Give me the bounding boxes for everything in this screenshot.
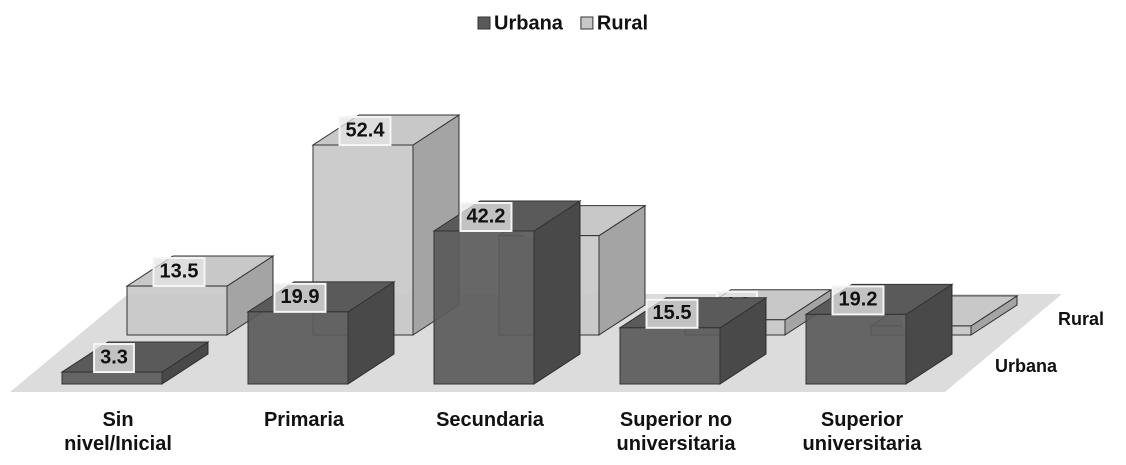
bar: [247, 311, 349, 385]
value-label: 52.4: [346, 119, 386, 141]
bar-side-shade: [348, 281, 394, 384]
bar-side-shade: [162, 342, 208, 384]
bar: [126, 285, 228, 336]
x-tick-label: Superior no universitaria: [616, 409, 736, 455]
value-label-box: [93, 343, 135, 374]
bar: [433, 230, 535, 385]
value-label-box: [831, 285, 885, 316]
value-label-box: [645, 298, 699, 329]
bar-side-shade: [227, 256, 273, 335]
bar-side-shade: [599, 205, 645, 335]
bar-side-shade: [534, 200, 580, 384]
value-label: 42.2: [467, 205, 506, 227]
row-label: Urbana: [995, 356, 1058, 376]
x-tick-label: Sin nivel/Inicial: [64, 409, 172, 455]
legend-label: Urbana: [494, 12, 564, 34]
x-tick-label: Secundaria: [436, 409, 544, 431]
row-label: Rural: [1058, 309, 1104, 329]
bar-side-shade: [906, 284, 952, 384]
x-tick-label: Superior universitaria: [802, 409, 922, 455]
value-label-box: [152, 257, 206, 288]
bar-side-shade: [720, 297, 766, 384]
bar-side-shade: [785, 289, 831, 335]
legend-swatch: [580, 16, 594, 30]
value-label-box: [338, 116, 392, 146]
value-label-box: [459, 201, 513, 232]
legend-swatch: [477, 16, 491, 30]
x-tick-label: Primaria: [263, 409, 345, 431]
value-label: 19.9: [281, 286, 320, 308]
value-label-box: [273, 282, 327, 313]
value-label: 19.2: [839, 289, 878, 311]
bar: [61, 371, 163, 385]
bar-side-shade: [971, 295, 1017, 335]
bar: [619, 327, 721, 385]
value-label: 13.5: [160, 260, 199, 282]
value-label: 3.3: [100, 346, 128, 368]
bar: [805, 313, 907, 385]
value-label: 15.5: [653, 302, 692, 324]
legend-label: Rural: [597, 12, 648, 34]
